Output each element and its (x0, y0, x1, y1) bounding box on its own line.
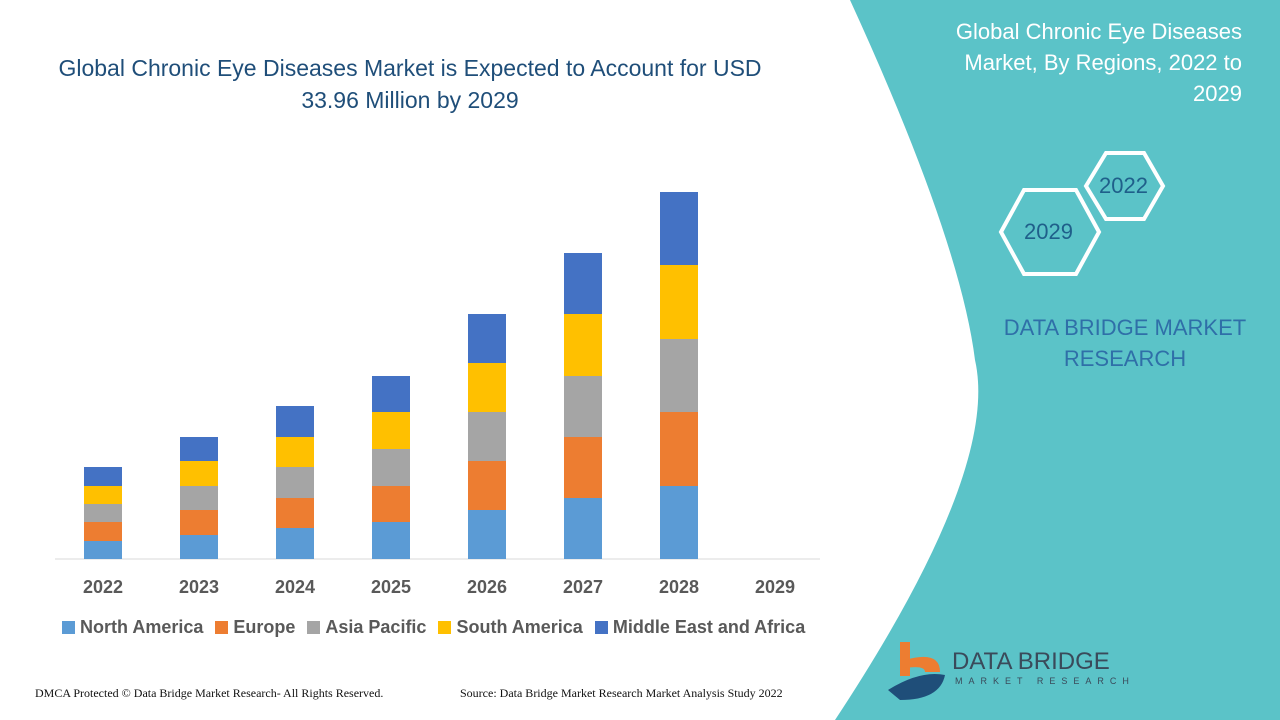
legend-label: South America (456, 617, 583, 637)
side-title: Global Chronic Eye Diseases Market, By R… (955, 19, 1242, 106)
x-tick-label: 2023 (179, 577, 219, 597)
legend-label: Middle East and Africa (612, 617, 806, 637)
logo-sub: MARKET RESEARCH (955, 676, 1135, 686)
bar-segment (180, 510, 218, 535)
bar-segment (660, 265, 698, 339)
bar-segment (660, 486, 698, 559)
bar-segment (276, 498, 314, 528)
bar-segment (660, 192, 698, 265)
bar-segment (84, 522, 122, 541)
bar-segment (468, 461, 506, 510)
hex-label-2029: 2029 (1024, 219, 1073, 244)
hex-label-2022: 2022 (1099, 173, 1148, 198)
bar-segment (564, 253, 602, 314)
bar-segment (372, 376, 410, 412)
x-tick-label: 2025 (371, 577, 411, 597)
legend-swatch (62, 621, 75, 634)
bar-segment (468, 510, 506, 559)
legend-item: Europe (215, 617, 295, 638)
legend-swatch (215, 621, 229, 634)
chart: 2022 2023 2024 2025 2026 2027 2028 2029 (55, 192, 820, 597)
side-panel (835, 0, 1280, 720)
legend-label: Asia Pacific (325, 617, 427, 637)
bar-segment (372, 522, 410, 559)
footer-copyright: DMCA Protected © Data Bridge Market Rese… (35, 686, 384, 700)
bar-segment (468, 412, 506, 461)
legend-item: Asia Pacific (307, 617, 426, 638)
logo-name: DATA BRIDGE (952, 648, 1110, 675)
bar-segment (564, 314, 602, 376)
legend-item: South America (438, 617, 583, 638)
legend-label: Europe (233, 617, 296, 637)
legend-swatch (307, 621, 321, 634)
bar-segment (564, 437, 602, 498)
brand-text: DATA BRIDGE MARKET RESEARCH (1003, 315, 1247, 371)
legend-swatch (438, 621, 452, 634)
bar-segment (180, 437, 218, 461)
bar-segment (276, 528, 314, 559)
bar-segment (468, 363, 506, 412)
bar-segment (84, 504, 122, 522)
chart-legend: North America Europe Asia Pacific South Ame… (62, 617, 805, 638)
hexagon-2029 (998, 188, 1102, 276)
bar-segment (564, 376, 602, 437)
footer-source: Source: Data Bridge Market Research Mark… (460, 686, 783, 700)
legend-swatch (594, 621, 608, 634)
bar-segment (276, 406, 314, 437)
bar-segment (276, 467, 314, 498)
chart-title: Global Chronic Eye Diseases Market is Ex… (58, 55, 762, 113)
bar-segment (84, 486, 122, 504)
bar-segment (180, 535, 218, 559)
x-tick-label: 2024 (275, 577, 315, 597)
legend-item: Middle East and Africa (594, 617, 806, 638)
legend-item: North America (62, 617, 203, 638)
bar-segment (180, 486, 218, 510)
x-tick-label: 2026 (467, 577, 507, 597)
x-tick-label: 2029 (755, 577, 795, 597)
x-tick-label: 2022 (83, 577, 123, 597)
bar-segment (180, 461, 218, 486)
bar-segment (372, 412, 410, 449)
bar-segment (660, 339, 698, 412)
bar-segment (276, 437, 314, 467)
bar-segment (372, 449, 410, 486)
bar-segment (660, 412, 698, 486)
bar-segment (564, 498, 602, 559)
legend-label: North America (80, 617, 204, 637)
logo-icon (888, 642, 945, 700)
x-tick-label: 2027 (563, 577, 603, 597)
bar-segment (84, 541, 122, 559)
bar-segment (468, 314, 506, 363)
hexagon-2022 (1083, 151, 1166, 221)
bar-segment (372, 486, 410, 522)
bar-segment (84, 467, 122, 486)
x-tick-label: 2028 (659, 577, 699, 597)
